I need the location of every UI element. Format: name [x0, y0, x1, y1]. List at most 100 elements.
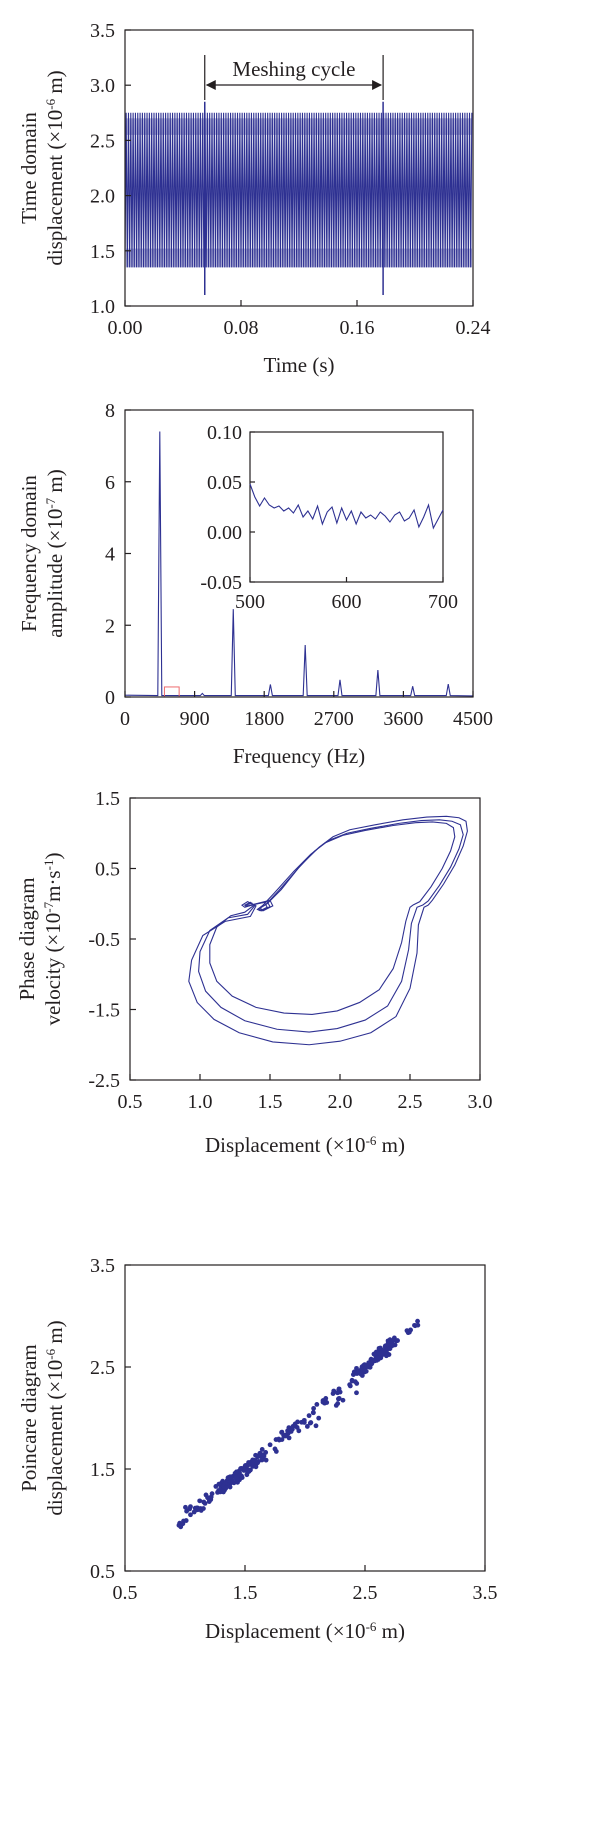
y-tick-label: 3.5 [90, 20, 115, 42]
x-tick-label: 0.24 [456, 317, 491, 339]
superscript: -6 [366, 1133, 377, 1148]
poincare-point [350, 1372, 356, 1377]
poincare-point [330, 1391, 336, 1397]
x-tick-label: 4500 [453, 708, 493, 730]
label-part: amplitude (×10 [43, 509, 67, 638]
x-tick-label: 1.0 [188, 1091, 213, 1113]
superscript: -6 [43, 1348, 58, 1359]
x-tick-label: 3.5 [473, 1582, 498, 1604]
label-part: m) [43, 1320, 67, 1349]
poincare-point [234, 1469, 239, 1475]
poincare-point [227, 1484, 233, 1490]
poincare-point [213, 1484, 219, 1489]
label-part: m·s [41, 870, 65, 902]
plot-frame [124, 409, 474, 698]
poincare-point [382, 1349, 388, 1355]
y-axis-label-line2: displacement (×10-6 m) [43, 70, 68, 265]
superscript: -6 [366, 1619, 377, 1634]
arrowhead-left [205, 80, 216, 90]
poincare-point [261, 1453, 267, 1459]
poincare-point [333, 1402, 339, 1408]
label-part: Phase diagram [15, 877, 39, 1000]
poincare-point [354, 1390, 359, 1396]
y-tick-label: 0.5 [90, 1561, 115, 1583]
poincare-point [336, 1395, 342, 1401]
poincare-point [385, 1342, 390, 1347]
poincare-point [364, 1363, 370, 1369]
poincare-point [347, 1382, 353, 1388]
label-part: Time domain [17, 112, 41, 224]
poincare-point [335, 1390, 340, 1396]
y-tick-label: 4 [105, 544, 115, 566]
inset-y-tick-label: -0.05 [200, 572, 242, 594]
poincare-point [201, 1506, 206, 1511]
poincare-point [301, 1420, 307, 1425]
label-part: m) [376, 1619, 405, 1643]
signal-band [126, 248, 472, 268]
x-tick-label: 2.5 [353, 1582, 378, 1604]
poincare-point [246, 1461, 251, 1467]
poincare-point [238, 1466, 243, 1471]
label-part: displacement (×10 [43, 1360, 67, 1516]
inset-y-tick-label: 0.10 [207, 422, 242, 444]
poincare-point [395, 1338, 400, 1343]
x-tick-label: 2700 [314, 708, 354, 730]
poincare-point [340, 1397, 346, 1403]
poincare-point [391, 1335, 397, 1341]
poincare-point [216, 1488, 222, 1493]
label-part: Displacement (×10 [205, 1619, 366, 1643]
x-axis-label: Time (s) [264, 353, 335, 377]
spectrum-line [124, 431, 474, 697]
y-tick-label: 1.5 [90, 241, 115, 263]
x-axis-label: Displacement (×10-6 m) [205, 1133, 405, 1158]
x-tick-label: 0 [120, 708, 130, 730]
poincare-point [304, 1424, 310, 1429]
inset-x-tick-label: 500 [235, 591, 265, 613]
poincare-point [259, 1447, 265, 1452]
poincare-point [206, 1499, 212, 1504]
poincare-point [311, 1406, 317, 1411]
poincare-point [201, 1499, 207, 1505]
y-tick-label: 0.5 [95, 859, 120, 881]
inset-x-tick-label: 700 [428, 591, 458, 613]
y-axis-label-line1: Time domain [17, 112, 41, 224]
poincare-point [307, 1420, 313, 1426]
poincare-point [195, 1505, 200, 1511]
inset-y-tick-label: 0.00 [207, 522, 242, 544]
poincare-point [306, 1413, 312, 1419]
x-tick-label: 3600 [383, 708, 423, 730]
poincare-point [358, 1371, 364, 1377]
y-tick-label: -0.5 [88, 929, 120, 951]
superscript: -1 [41, 860, 56, 871]
poincare-point [187, 1506, 193, 1512]
y-tick-label: 0 [105, 687, 115, 709]
y-axis-label-line2: amplitude (×10-7 m) [43, 469, 68, 638]
poincare-point [272, 1446, 278, 1452]
x-tick-label: 1.5 [258, 1091, 283, 1113]
y-tick-label: 1.5 [90, 1459, 115, 1481]
inset-x-tick-label: 600 [332, 591, 362, 613]
x-axis-label: Frequency (Hz) [233, 744, 365, 768]
y-tick-label: 2.0 [90, 186, 115, 208]
y-tick-label: 1.0 [90, 296, 115, 318]
y-axis-label-line1: Frequency domain [17, 475, 41, 632]
poincare-point [363, 1368, 369, 1374]
y-tick-label: 6 [105, 472, 115, 494]
poincare-point [250, 1458, 256, 1464]
x-tick-label: 900 [180, 708, 210, 730]
poincare-point [415, 1318, 420, 1324]
label-part: displacement (×10 [43, 110, 67, 266]
poincare-point [267, 1442, 273, 1448]
x-tick-label: 0.5 [118, 1091, 143, 1113]
poincare-point [323, 1395, 329, 1401]
poincare-point [244, 1468, 250, 1474]
poincare-point [178, 1524, 184, 1530]
plot-frame [124, 1264, 486, 1572]
label-part: m) [43, 70, 67, 99]
y-tick-label: 2.5 [90, 1357, 115, 1379]
poincare-point [352, 1379, 358, 1385]
poincare-point [313, 1423, 319, 1429]
poincare-point [197, 1498, 203, 1504]
poincare-point [183, 1504, 188, 1510]
